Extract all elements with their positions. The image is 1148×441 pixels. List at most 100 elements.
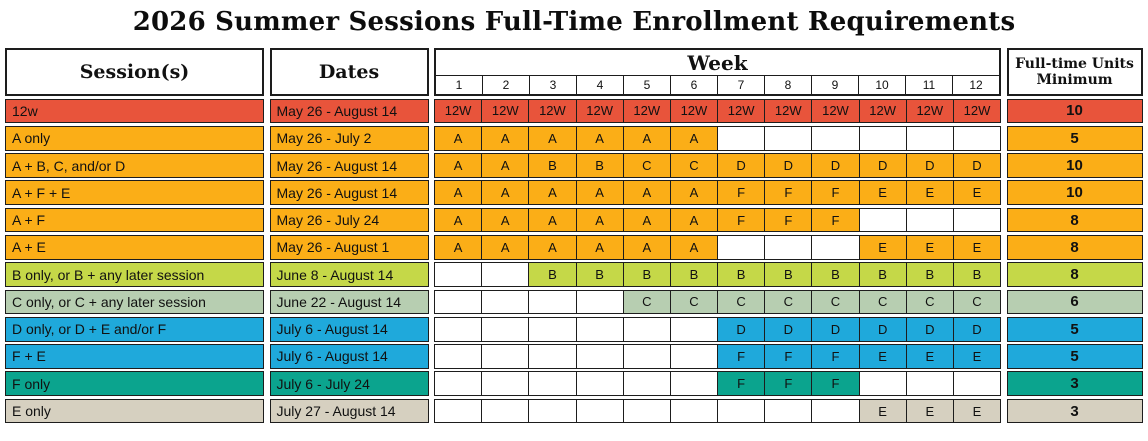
week-cell: E	[905, 181, 953, 205]
week-cell	[669, 317, 718, 341]
week-cell: C	[858, 290, 906, 314]
week-cell: A	[528, 236, 576, 259]
week-cell: C	[717, 290, 765, 314]
week-cell	[764, 236, 812, 259]
units-cell: 8	[1006, 262, 1143, 287]
week-cell	[435, 290, 482, 314]
date-cell: May 26 - July 2	[269, 125, 429, 151]
session-cell: D only, or D + E and/or F	[5, 316, 264, 342]
week-cell: 12W	[575, 99, 623, 123]
week-cell: E	[952, 345, 1001, 368]
week-cell	[669, 372, 718, 396]
week-cell: A	[669, 126, 718, 150]
week-cell	[905, 126, 953, 150]
week-header-title: Week	[687, 50, 748, 75]
week-cell: F	[764, 208, 812, 232]
week-cell: A	[669, 208, 718, 232]
week-cell	[811, 126, 859, 150]
week-cell: A	[435, 126, 482, 150]
week-cell: A	[435, 154, 482, 177]
units-rows: 10 5 10 10 8 8 8 6 5 5 3 3	[1006, 98, 1143, 424]
week-cell: 12W	[952, 99, 1001, 123]
week-cell	[528, 372, 576, 396]
units-cell: 10	[1006, 153, 1143, 178]
week-cell: 12W	[669, 99, 718, 123]
units-cell: 5	[1006, 125, 1143, 151]
session-cell: C only, or C + any later session	[5, 289, 264, 315]
week-cell: A	[481, 154, 529, 177]
week-grid-rows: 12W 12W 12W 12W 12W 12W 12W 12W 12W 12W 12W 12W A A A A…	[434, 98, 1001, 424]
week-cell: 12W	[811, 99, 859, 123]
week-cell: A	[575, 181, 623, 205]
date-cell: July 6 - August 14	[269, 344, 429, 369]
week-cell: E	[858, 345, 906, 368]
week-cell: 12W	[622, 99, 670, 123]
week-cell: D	[952, 317, 1001, 341]
session-cell: A only	[5, 125, 264, 151]
week-cell	[764, 126, 812, 150]
week-cell: A	[622, 126, 670, 150]
week-cell: A	[575, 236, 623, 259]
week-number-cell: 12	[952, 76, 999, 94]
units-cell: 5	[1006, 316, 1143, 342]
week-cell	[435, 317, 482, 341]
week-cell: D	[952, 154, 1001, 177]
units-cell: 3	[1006, 398, 1143, 424]
week-cell: C	[622, 154, 670, 177]
week-cell: A	[435, 208, 482, 232]
week-cell: A	[622, 181, 670, 205]
units-header: Full-time Units Minimum	[1006, 48, 1143, 96]
week-cell	[435, 399, 482, 423]
date-cell: June 22 - August 14	[269, 289, 429, 315]
week-number-cell: 11	[905, 76, 952, 94]
units-column: Full-time Units Minimum 10 5 10 10 8 8 8 6 5 5 3 3	[1006, 48, 1143, 424]
week-cell: D	[811, 154, 859, 177]
week-cell	[952, 372, 1001, 396]
week-cell: C	[669, 290, 718, 314]
date-cell: May 26 - August 14	[269, 153, 429, 178]
date-cell: June 8 - August 14	[269, 262, 429, 287]
week-cell	[481, 399, 529, 423]
week-cell: A	[622, 236, 670, 259]
week-cell	[528, 345, 576, 368]
week-cell: A	[435, 181, 482, 205]
week-number-cell: 8	[764, 76, 811, 94]
date-cell: May 26 - July 24	[269, 207, 429, 233]
week-numbers-row: 1 2 3 4 5 6 7 8 9 10 11 12	[436, 75, 999, 94]
week-number-cell: 1	[455, 78, 463, 92]
week-cell: C	[764, 290, 812, 314]
week-cell: E	[952, 236, 1001, 259]
week-cell: F	[717, 208, 765, 232]
week-cell	[575, 399, 623, 423]
week-number-cell: 4	[576, 76, 623, 94]
week-number-cell: 5	[623, 76, 670, 94]
date-cell: May 26 - August 14	[269, 180, 429, 206]
week-cell: A	[622, 208, 670, 232]
session-cell: A + B, C, and/or D	[5, 153, 264, 178]
week-row: 12W 12W 12W 12W 12W 12W 12W 12W 12W 12W 12W 12W	[434, 98, 1001, 124]
week-cell: E	[952, 181, 1001, 205]
week-cell	[481, 372, 529, 396]
week-cell	[481, 290, 529, 314]
week-cell: F	[811, 181, 859, 205]
week-number-cell: 3	[529, 76, 576, 94]
week-cell: 12W	[905, 99, 953, 123]
session-cell: A + F	[5, 207, 264, 233]
sessions-header: Session(s)	[5, 48, 264, 96]
week-cell: F	[811, 345, 859, 368]
week-cell: D	[764, 317, 812, 341]
week-cell: A	[528, 208, 576, 232]
week-cell: E	[905, 345, 953, 368]
week-cell: B	[575, 263, 623, 286]
week-cell: B	[811, 263, 859, 286]
units-header-line1: Full-time Units	[1015, 56, 1134, 72]
week-cell: D	[858, 317, 906, 341]
session-cell: A + E	[5, 235, 264, 260]
week-cell: D	[717, 154, 765, 177]
week-cell	[717, 399, 765, 423]
